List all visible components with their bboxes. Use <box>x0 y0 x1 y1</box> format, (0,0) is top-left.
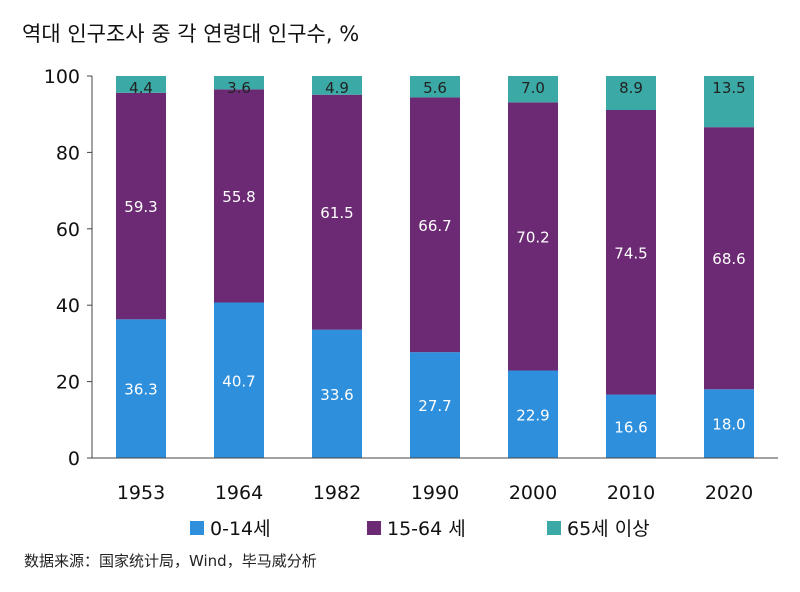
x-tick-label: 1990 <box>411 482 459 504</box>
bar-segment <box>508 76 558 103</box>
x-tick-label: 2010 <box>607 482 655 504</box>
data-label: 55.8 <box>222 188 255 206</box>
bar-segment <box>312 94 362 330</box>
data-label: 8.9 <box>619 79 643 97</box>
data-label: 68.6 <box>712 250 745 268</box>
data-label: 66.7 <box>418 217 451 235</box>
legend-swatch <box>547 521 561 535</box>
data-label: 16.6 <box>614 418 647 436</box>
bar-segment <box>606 109 656 395</box>
legend: 0-14세 15-64 세 65세 이상 <box>190 518 650 540</box>
y-tick-label: 100 <box>44 66 80 88</box>
y-tick-label: 40 <box>56 295 80 317</box>
bar-segment <box>410 76 460 98</box>
data-label: 3.6 <box>227 79 251 97</box>
bar-segment <box>704 76 754 128</box>
bar-segment <box>116 319 166 458</box>
legend-swatch <box>367 521 381 535</box>
bars: 36.3 59.3 4.4 40.7 55.8 3.6 33.6 61.5 4.9 27.7 66.… <box>116 76 754 458</box>
data-label: 70.2 <box>516 228 549 246</box>
x-tick-label: 1982 <box>313 482 361 504</box>
bar-segment <box>116 76 166 93</box>
bar-segment <box>116 92 166 320</box>
data-label: 74.5 <box>614 244 647 262</box>
chart-title: 역대 인구조사 중 각 연령대 인구수, % <box>22 22 360 46</box>
bar-segment <box>214 89 264 303</box>
x-tick-label: 1953 <box>117 482 165 504</box>
data-label: 13.5 <box>712 79 745 97</box>
data-label: 27.7 <box>418 397 451 415</box>
data-label: 18.0 <box>712 416 745 434</box>
legend-label: 0-14세 <box>210 518 271 540</box>
data-label: 36.3 <box>124 381 157 399</box>
x-tick-label: 1964 <box>215 482 263 504</box>
bar-segment <box>312 76 362 95</box>
y-tick-label: 80 <box>56 142 80 164</box>
x-axis: 1953 1964 1982 1990 2000 2010 2020 <box>92 457 778 504</box>
x-tick-label: 2000 <box>509 482 557 504</box>
data-label: 61.5 <box>320 204 353 222</box>
data-label: 22.9 <box>516 406 549 424</box>
bar-segment <box>410 352 460 458</box>
data-source-note: 数据来源：国家统计局，Wind，毕马威分析 <box>24 552 317 570</box>
bar-segment <box>606 76 656 110</box>
data-label: 4.9 <box>325 79 349 97</box>
y-tick-label: 60 <box>56 219 80 241</box>
y-axis: 0 20 40 60 80 100 <box>44 66 93 470</box>
x-tick-label: 2020 <box>705 482 753 504</box>
legend-swatch <box>190 521 204 535</box>
bar-segment <box>606 394 656 458</box>
bar-segment <box>214 302 264 458</box>
data-label: 40.7 <box>222 372 255 390</box>
data-label: 7.0 <box>521 79 545 97</box>
bar-segment <box>704 389 754 458</box>
bar-segment <box>410 97 460 353</box>
bar-segment <box>508 370 558 458</box>
data-label: 4.4 <box>129 79 153 97</box>
bar-segment <box>312 329 362 458</box>
data-label: 59.3 <box>124 198 157 216</box>
y-tick-label: 20 <box>56 372 80 394</box>
data-label: 33.6 <box>320 386 353 404</box>
y-tick-label: 0 <box>68 448 80 470</box>
bar-segment <box>704 127 754 390</box>
legend-label: 65세 이상 <box>567 518 650 540</box>
legend-label: 15-64 세 <box>387 518 466 540</box>
bar-segment <box>508 102 558 371</box>
bar-segment <box>214 76 264 90</box>
data-label: 5.6 <box>423 79 447 97</box>
